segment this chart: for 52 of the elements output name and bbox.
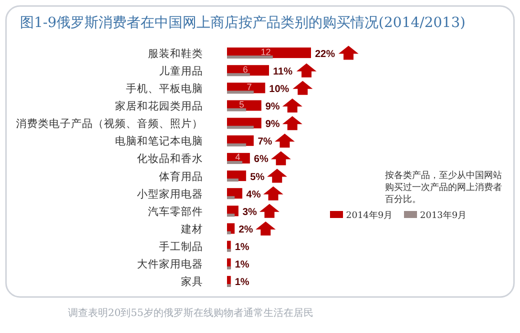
legend-label: 2014年9月 [346,210,393,221]
bar [227,266,231,270]
data-label: 1% [234,242,250,254]
legend-label: 2013年9月 [420,210,467,221]
data-label: 2% [238,224,254,236]
bar [227,108,246,112]
data-label: 22% [315,48,336,60]
chart-title: 图1-9俄罗斯消费者在中国网上商店按产品类别的购买情况(2014/2013) [20,15,466,31]
data-label: 1% [234,260,250,271]
data-label: 9% [265,102,280,112]
bar [227,248,231,252]
bar [227,160,242,164]
data-label: 3% [242,206,258,218]
bar [227,73,250,76]
y-tick-label: 家居和花园类用品 [115,100,203,112]
data-label: 1% [234,277,250,288]
y-tick-label: 体育用品 [159,170,203,183]
data-label: 4 [235,152,240,162]
bar [227,143,246,146]
text: 调查表明20到55岁的俄罗斯在线购物者通常生活在居民 [68,307,314,319]
y-tick-label: 建材 [180,222,203,236]
data-label: 12 [260,46,271,57]
data-label: 5% [250,172,265,183]
y-tick-label: 电脑和笔记本电脑 [115,134,203,148]
data-label: 5 [239,100,244,110]
data-label: 6% [254,154,268,166]
bar [227,214,235,217]
bar [227,231,231,234]
data-label: 4% [246,189,261,200]
y-tick-label: 消费类电子产品（视频、音频、照片） [16,117,203,130]
y-tick-label: 汽车零部件 [148,204,203,218]
y-tick-label: 家具 [181,275,203,288]
data-label: 11% [273,66,293,78]
y-tick-label: 手机、平板电脑 [126,82,203,95]
data-label: 7% [258,136,272,148]
y-tick-label: 小型家用电器 [137,187,203,200]
bar [227,126,254,129]
bar [227,284,231,287]
y-tick-label: 儿童用品 [159,64,203,78]
y-tick-label: 服装和鞋类 [148,46,203,60]
data-label: 6 [242,64,248,74]
bar [227,196,235,200]
text: 按各类产品，至少从中国网站购买过一次产品的网上消费者百分比。 [385,170,502,205]
data-label: 7 [246,82,252,92]
y-tick-label: 手工制品 [159,240,203,254]
y-tick-label: 大件家用电器 [137,258,203,271]
bar [227,178,238,182]
data-label: 10% [269,84,290,95]
bar [227,90,254,94]
data-label: 9% [265,119,280,130]
bar [227,56,273,59]
y-tick-label: 化妆品和香水 [137,152,203,166]
